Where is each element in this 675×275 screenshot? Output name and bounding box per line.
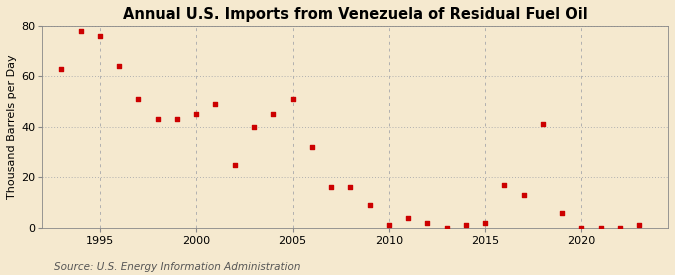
Y-axis label: Thousand Barrels per Day: Thousand Barrels per Day — [7, 54, 17, 199]
Point — [287, 97, 298, 101]
Point — [499, 183, 510, 187]
Point — [364, 203, 375, 207]
Point — [576, 226, 587, 230]
Title: Annual U.S. Imports from Venezuela of Residual Fuel Oil: Annual U.S. Imports from Venezuela of Re… — [123, 7, 587, 22]
Point — [383, 223, 394, 227]
Point — [248, 125, 259, 129]
Point — [537, 122, 548, 127]
Point — [268, 112, 279, 116]
Point — [634, 223, 645, 227]
Point — [230, 163, 240, 167]
Point — [403, 215, 414, 220]
Point — [460, 223, 471, 227]
Point — [518, 193, 529, 197]
Point — [480, 221, 491, 225]
Point — [306, 145, 317, 149]
Point — [133, 97, 144, 101]
Point — [171, 117, 182, 122]
Text: Source: U.S. Energy Information Administration: Source: U.S. Energy Information Administ… — [54, 262, 300, 272]
Point — [345, 185, 356, 189]
Point — [76, 29, 86, 33]
Point — [95, 34, 105, 38]
Point — [56, 67, 67, 71]
Point — [153, 117, 163, 122]
Point — [557, 210, 568, 215]
Point — [191, 112, 202, 116]
Point — [441, 226, 452, 230]
Point — [210, 102, 221, 106]
Point — [422, 221, 433, 225]
Point — [595, 226, 606, 230]
Point — [114, 64, 125, 68]
Point — [325, 185, 336, 189]
Point — [614, 226, 625, 230]
